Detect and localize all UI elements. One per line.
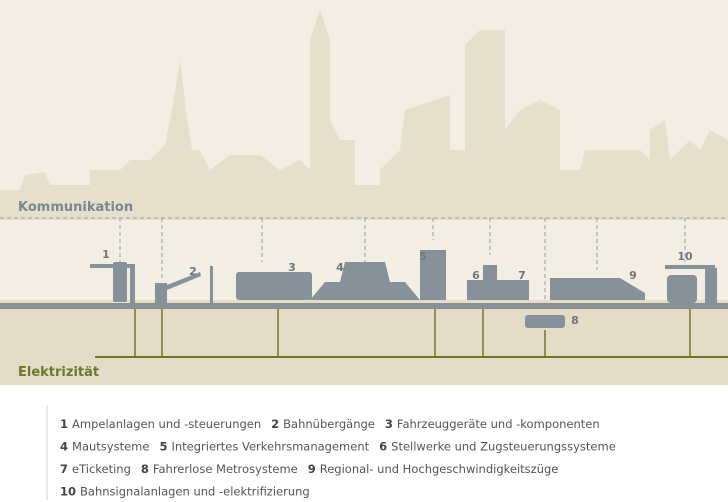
legend-number: 9: [308, 462, 316, 476]
legend-text: Fahrzeuggeräte und -komponenten: [397, 417, 600, 431]
marker-number: 4: [336, 261, 344, 274]
legend-text: Stellwerke und Zugsteuerungssysteme: [391, 440, 616, 454]
legend-number: 3: [385, 417, 393, 431]
icons: [90, 250, 717, 328]
legend-number: 4: [60, 440, 68, 454]
legend-number: 5: [159, 440, 167, 454]
marker-number: 7: [518, 269, 526, 282]
legend-text: Bahnübergänge: [283, 417, 375, 431]
legend: 1 Ampelanlagen und -steuerungen 2 Bahnüberg…: [60, 417, 616, 499]
top-label: Kommunikation: [18, 200, 133, 215]
legend-text: Integriertes Verkehrsmanagement: [171, 440, 369, 454]
legend-text: eTicketing: [72, 462, 131, 476]
legend-text: Bahnsignalanlagen und -elektrifizierung: [80, 485, 310, 499]
legend-line: 1 Ampelanlagen und -steuerungen 2 Bahnüberg…: [60, 417, 600, 431]
marker-number: 6: [472, 269, 480, 282]
markers: 1 2 3 4 5 6 7 8 9 10: [102, 248, 693, 327]
legend-text: Mautsysteme: [72, 440, 149, 454]
power-drops: [134, 309, 691, 357]
comm-drops: [119, 218, 686, 300]
legend-line: 7 eTicketing 8 Fahrerlose Metrosysteme 9 Regi…: [60, 462, 558, 476]
legend-number: 6: [379, 440, 387, 454]
legend-text: Regional- und Hochgeschwindigkeitszüge: [320, 462, 559, 476]
marker-number: 5: [419, 250, 427, 263]
marker-number: 1: [102, 248, 110, 261]
marker-number: 9: [629, 269, 637, 282]
legend-line: 10 Bahnsignalanlagen und -elektrifizierun…: [60, 485, 310, 499]
marker-number: 2: [189, 265, 197, 278]
legend-number: 8: [141, 462, 149, 476]
marker-number: 8: [571, 314, 579, 327]
legend-number: 2: [271, 417, 279, 431]
legend-text: Ampelanlagen und -steuerungen: [72, 417, 261, 431]
marker-number: 3: [288, 261, 296, 274]
legend-line: 4 Mautsysteme 5 Integriertes Verkehrsmanage…: [60, 440, 616, 454]
legend-number: 7: [60, 462, 68, 476]
marker-number: 10: [677, 250, 693, 263]
skyline: [0, 10, 728, 220]
legend-text: Fahrerlose Metrosysteme: [153, 462, 298, 476]
legend-number: 1: [60, 417, 68, 431]
bottom-label: Elektrizität: [18, 365, 99, 380]
ground: [0, 300, 728, 385]
legend-number: 10: [60, 485, 76, 499]
road: [0, 303, 728, 309]
